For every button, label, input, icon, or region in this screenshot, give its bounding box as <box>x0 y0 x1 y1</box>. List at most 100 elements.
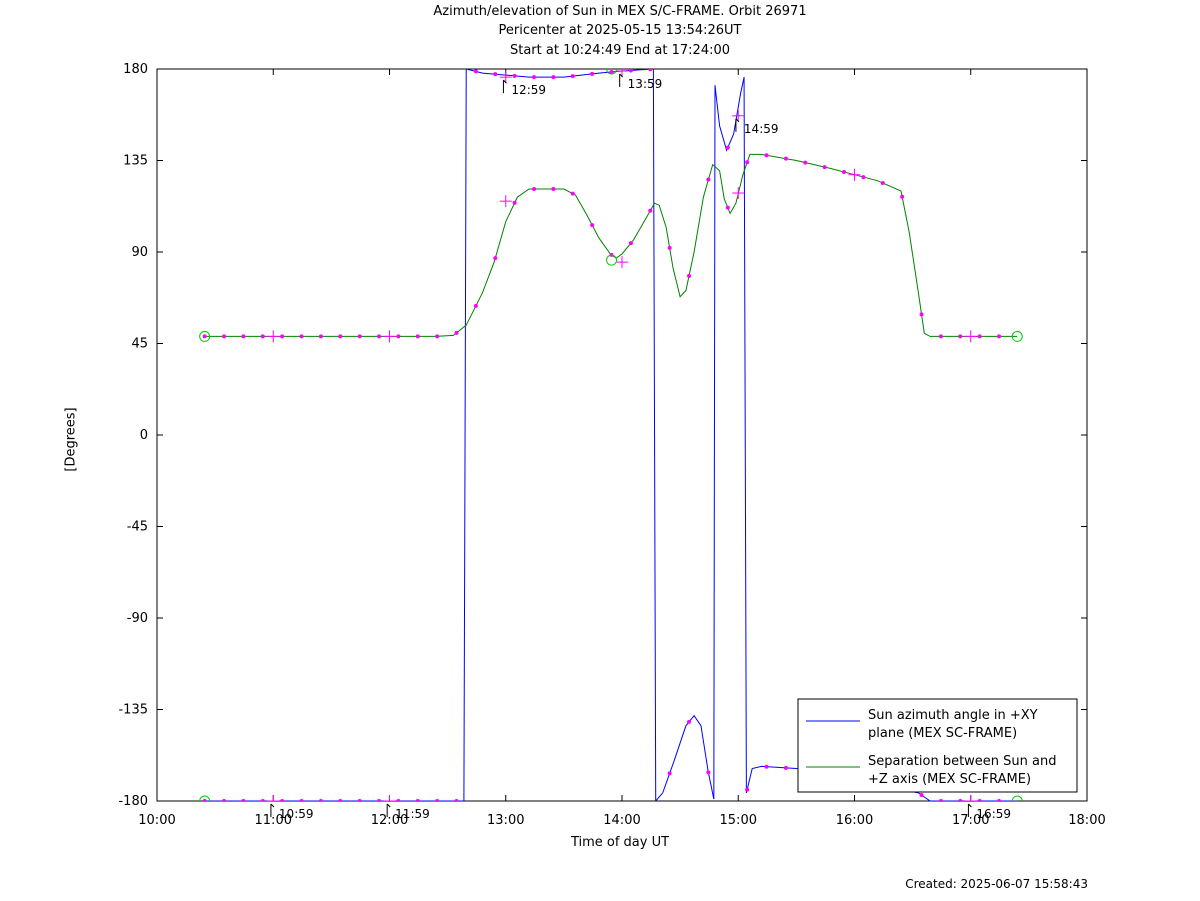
azimuth-dot <box>241 799 246 801</box>
separation-dot <box>532 186 537 191</box>
x-tick-label: 11:00 <box>255 813 292 828</box>
separation-dot <box>299 334 304 339</box>
chart-title-line2: Pericenter at 2025-05-15 13:54:26UT <box>498 23 742 38</box>
azimuth-dot <box>512 73 517 78</box>
separation-dot <box>648 208 653 213</box>
separation-dot <box>241 334 246 339</box>
start-end-marker <box>1011 330 1023 342</box>
chart-title-line1: Azimuth/elevation of Sun in MEX S/C-FRAM… <box>433 4 807 19</box>
azimuth-dot <box>435 799 440 801</box>
separation-dot <box>377 334 382 339</box>
separation-dot <box>958 334 963 339</box>
separation-dot <box>803 160 808 165</box>
legend-entry-text: plane (MEX SC-FRAME) <box>868 726 1017 741</box>
azimuth-dot <box>357 799 362 801</box>
y-tick-label: -45 <box>127 520 148 535</box>
azimuth-dot <box>377 799 382 801</box>
annotation-tick-head <box>735 118 740 123</box>
azimuth-dot <box>667 771 672 776</box>
azimuth-dot <box>609 69 614 74</box>
start-end-marker <box>199 330 211 342</box>
separation-dot <box>318 334 323 339</box>
separation-dot <box>222 334 227 339</box>
azimuth-dot <box>764 764 769 769</box>
legend-entry-text: +Z axis (MEX SC-FRAME) <box>868 772 1031 787</box>
azimuth-dot <box>551 75 556 80</box>
separation-dot <box>919 312 924 317</box>
separation-dot <box>667 245 672 250</box>
separation-dot <box>493 256 498 261</box>
azimuth-dot <box>938 799 943 801</box>
separation-dot <box>551 186 556 191</box>
separation-dot <box>745 160 750 165</box>
azimuth-series-line <box>745 765 797 794</box>
azimuth-dot <box>473 69 478 74</box>
time-annotation: 12:59 <box>511 83 546 97</box>
start-end-marker <box>199 795 211 801</box>
azimuth-dot <box>997 799 1002 801</box>
separation-dot <box>454 330 459 335</box>
azimuth-dot <box>280 799 285 801</box>
azimuth-dot <box>222 799 227 801</box>
start-end-marker <box>1011 795 1023 801</box>
time-annotation: 13:59 <box>628 77 663 91</box>
separation-dot <box>570 191 575 196</box>
azimuth-dot <box>202 799 207 801</box>
azimuth-dot <box>725 145 730 150</box>
azimuth-dot <box>706 770 711 775</box>
azimuth-dot <box>396 799 401 801</box>
x-tick-label: 17:00 <box>952 813 989 828</box>
azimuth-dot <box>299 799 304 801</box>
y-tick-label: -135 <box>118 703 148 718</box>
y-tick-label: 0 <box>140 428 148 443</box>
separation-dot <box>628 241 633 246</box>
annotation-tick-head <box>270 803 275 808</box>
separation-dot <box>900 194 905 199</box>
legend-entry-text: Sun azimuth angle in +XY <box>868 708 1038 723</box>
pericenter-marker <box>606 254 618 266</box>
separation-dot <box>415 334 420 339</box>
azimuth-dot <box>745 787 750 792</box>
separation-dot <box>725 205 730 210</box>
separation-dot <box>783 156 788 161</box>
azimuth-dot <box>977 799 982 801</box>
separation-dot <box>764 153 769 158</box>
time-annotation: 14:59 <box>744 122 779 136</box>
separation-dot <box>842 169 847 174</box>
legend-box <box>797 698 1078 793</box>
y-tick-label: 90 <box>131 245 148 260</box>
separation-dot <box>822 165 827 170</box>
separation-dot <box>202 334 207 339</box>
y-tick-label: -90 <box>127 611 148 626</box>
azimuth-dot <box>590 71 595 76</box>
x-tick-label: 18:00 <box>1068 813 1105 828</box>
azimuth-dot <box>783 765 788 770</box>
data-layer <box>199 69 1023 801</box>
azimuth-dot <box>415 799 420 801</box>
azimuth-dot <box>628 69 633 73</box>
created-timestamp: Created: 2025-06-07 15:58:43 <box>905 877 1088 891</box>
y-tick-label: 180 <box>123 62 148 77</box>
azimuth-dot <box>318 799 323 801</box>
x-axis-label: Time of day UT <box>570 835 670 850</box>
separation-series-line <box>204 153 1018 337</box>
azimuth-dot <box>570 74 575 79</box>
pericenter-marker <box>606 69 618 75</box>
annotation-tick-head <box>503 79 507 84</box>
azimuth-dot <box>338 799 343 801</box>
azimuth-dot <box>958 799 963 801</box>
x-tick-label: 12:00 <box>371 813 408 828</box>
y-axis-label: [Degrees] <box>63 407 79 472</box>
separation-dot <box>706 177 711 182</box>
y-tick-label: 45 <box>131 337 148 352</box>
annotation-tick-head <box>968 803 972 808</box>
azimuth-wrap-line <box>652 69 657 801</box>
azimuth-dot <box>454 799 459 801</box>
azimuth-wrap-line <box>713 85 716 799</box>
time-annotation: 11:59 <box>395 807 430 821</box>
separation-dot <box>357 334 362 339</box>
separation-dot <box>280 334 285 339</box>
separation-dot <box>473 303 478 308</box>
x-tick-label: 16:00 <box>836 813 873 828</box>
time-annotation: 16:59 <box>976 807 1011 821</box>
